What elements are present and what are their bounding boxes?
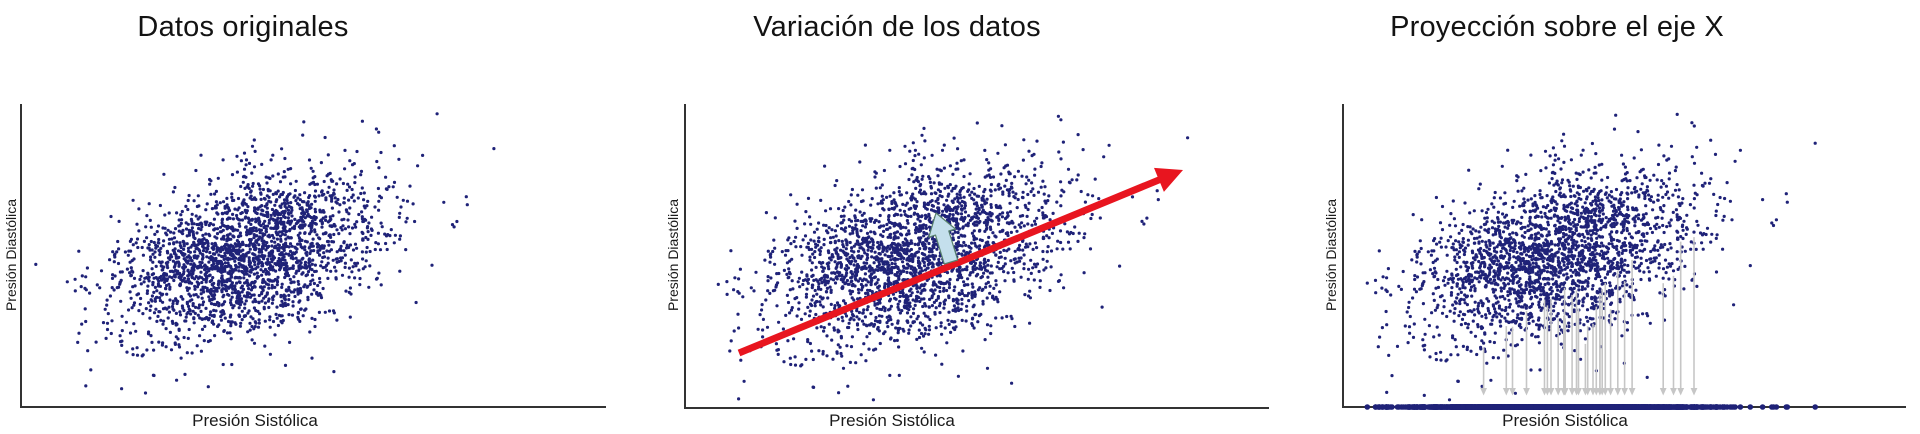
panel-title-original: Datos originales bbox=[137, 11, 349, 43]
panel-title-variation: Variación de los datos bbox=[753, 11, 1041, 43]
principal-direction-arrow bbox=[737, 167, 1183, 357]
panel-original-data: Datos originales Presión Diastólica Pres… bbox=[0, 0, 640, 434]
axes bbox=[20, 104, 606, 408]
scatter-points bbox=[716, 114, 1190, 402]
x-axis-label-original: Presión Sistólica bbox=[192, 411, 318, 430]
scatter-points bbox=[34, 112, 496, 395]
projection-arrows bbox=[1480, 237, 1698, 396]
scatter-plot-original bbox=[20, 104, 606, 408]
panel-data-variation: Variación de los datos Presión Diastólic… bbox=[640, 0, 1280, 434]
x-axis-label-variation: Presión Sistólica bbox=[829, 411, 955, 430]
axes bbox=[684, 104, 1269, 409]
projected-points-on-axis bbox=[1364, 404, 1818, 410]
panel-title-projection: Proyección sobre el eje X bbox=[1390, 11, 1724, 43]
perpendicular-direction-arrow bbox=[928, 212, 959, 265]
panel-projection-x-axis: Proyección sobre el eje X Presión Diastó… bbox=[1280, 0, 1920, 434]
scatter-plot-projection bbox=[1342, 104, 1906, 410]
scatter-points bbox=[1365, 112, 1817, 402]
x-axis-label-projection: Presión Sistólica bbox=[1502, 411, 1628, 430]
scatter-plot-variation bbox=[684, 104, 1269, 409]
